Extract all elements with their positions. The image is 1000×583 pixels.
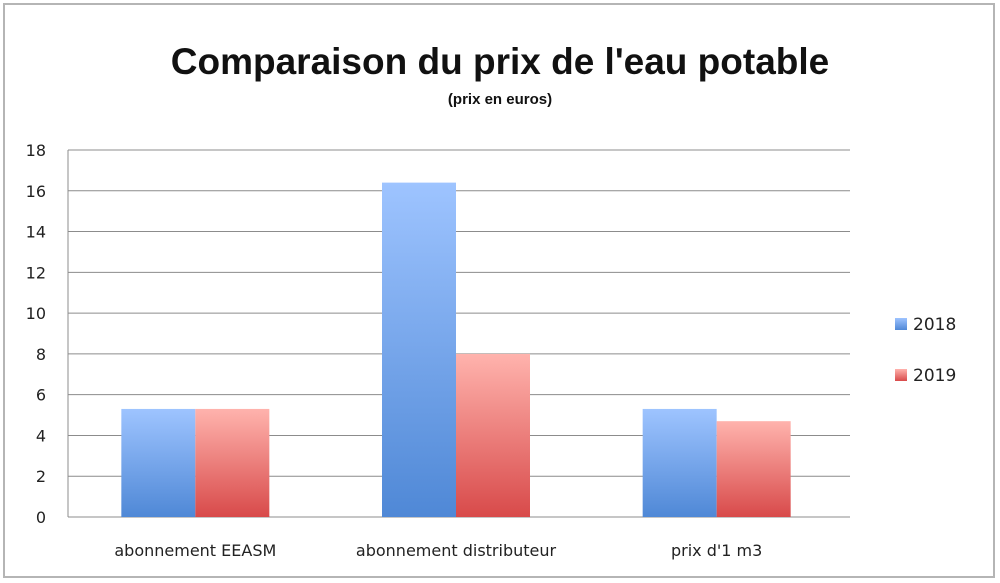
bar-2018-0 bbox=[121, 408, 196, 517]
y-tick-label: 0 bbox=[36, 508, 46, 527]
chart-title: Comparaison du prix de l'eau potable bbox=[171, 41, 829, 82]
bar-2018-2 bbox=[642, 408, 717, 517]
bar-2019-0 bbox=[195, 408, 270, 517]
bar-2018-1 bbox=[382, 182, 456, 517]
bar-2019-1 bbox=[456, 353, 530, 517]
x-category-label: prix d'1 m3 bbox=[671, 541, 762, 560]
x-category-label: abonnement distributeur bbox=[356, 541, 557, 560]
y-tick-label: 18 bbox=[26, 141, 46, 160]
legend-swatch-2019 bbox=[895, 369, 907, 381]
legend-label-2018: 2018 bbox=[913, 315, 956, 335]
x-category-label: abonnement EEASM bbox=[114, 541, 276, 560]
y-tick-label: 6 bbox=[36, 386, 46, 405]
y-tick-label: 10 bbox=[26, 304, 46, 323]
y-tick-label: 12 bbox=[26, 263, 46, 282]
chart-subtitle: (prix en euros) bbox=[448, 91, 552, 108]
bar-2019-2 bbox=[716, 421, 791, 517]
y-tick-label: 16 bbox=[26, 182, 46, 201]
legend-label-2019: 2019 bbox=[913, 366, 956, 386]
y-tick-label: 8 bbox=[36, 345, 46, 364]
legend-swatch-2018 bbox=[895, 318, 907, 330]
y-tick-label: 2 bbox=[36, 467, 46, 486]
y-tick-label: 14 bbox=[26, 223, 46, 242]
y-tick-label: 4 bbox=[36, 426, 46, 445]
